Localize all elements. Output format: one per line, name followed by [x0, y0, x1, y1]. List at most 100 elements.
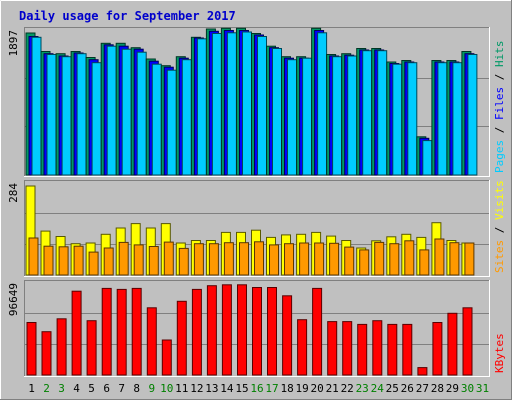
bar-sites-day-27 — [419, 249, 430, 276]
panel-pages_files_hits: 1897 Pages / Files / Hits — [7, 27, 506, 177]
bar-kbytes-day-10 — [161, 339, 172, 376]
day-label-14: 14 — [220, 382, 234, 395]
legend-entry-pages: Pages — [493, 140, 506, 173]
bar-pages-day-10 — [166, 69, 177, 176]
bar-pages-day-17 — [272, 48, 282, 176]
legend-separator: / — [493, 120, 506, 140]
legend-separator: / — [493, 220, 506, 240]
bar-kbytes-day-21 — [327, 321, 338, 376]
bar-sites-day-23 — [359, 249, 370, 276]
day-label-1: 1 — [28, 382, 35, 395]
bar-pages-day-21 — [332, 56, 343, 176]
bar-kbytes-day-12 — [191, 288, 202, 376]
bar-pages-day-7 — [121, 48, 132, 176]
bar-sites-day-20 — [314, 242, 325, 276]
max-label-kbytes: 96649 — [7, 283, 20, 316]
bar-kbytes-day-3 — [56, 318, 67, 376]
legend-entry-kbytes: KBytes — [493, 333, 506, 373]
day-label-11: 11 — [175, 382, 188, 395]
bar-pages-day-3 — [61, 56, 72, 176]
day-label-17: 17 — [265, 382, 278, 395]
bar-pages-day-8 — [136, 51, 147, 176]
bar-pages-day-24 — [377, 50, 388, 176]
bar-sites-day-7 — [118, 241, 129, 276]
bar-sites-day-17 — [269, 244, 279, 276]
day-label-19: 19 — [295, 382, 308, 395]
bar-kbytes-day-30 — [462, 307, 473, 376]
panels-group: 1897 Pages / Files / Hits 284 Sites / Visit… — [7, 27, 506, 377]
bar-pages-day-2 — [46, 54, 57, 176]
day-label-10: 10 — [160, 382, 173, 395]
bar-kbytes-day-27 — [417, 367, 428, 376]
bar-sites-day-5 — [88, 251, 99, 276]
bar-sites-day-3 — [58, 246, 69, 276]
bar-kbytes-day-1 — [26, 322, 37, 376]
chart-title: Daily usage for September 2017 — [19, 9, 236, 23]
bar-kbytes-day-23 — [357, 323, 368, 376]
bar-pages-day-15 — [242, 31, 252, 176]
day-label-3: 3 — [58, 382, 65, 395]
day-label-16: 16 — [250, 382, 263, 395]
bar-sites-day-13 — [208, 243, 219, 276]
legend-entry-sites: Sites — [493, 240, 506, 273]
day-label-22: 22 — [341, 382, 354, 395]
day-label-8: 8 — [133, 382, 140, 395]
panel-kbytes: 96649 KBytes — [7, 280, 506, 377]
bar-sites-day-11 — [178, 247, 189, 276]
bar-kbytes-day-24 — [372, 320, 383, 376]
bar-sites-day-24 — [374, 241, 385, 276]
day-label-28: 28 — [431, 382, 444, 395]
bar-kbytes-day-7 — [116, 288, 127, 376]
day-label-24: 24 — [371, 382, 385, 395]
day-label-25: 25 — [386, 382, 399, 395]
bar-kbytes-day-6 — [101, 287, 112, 376]
day-label-26: 26 — [401, 382, 414, 395]
bar-kbytes-day-8 — [131, 287, 142, 376]
bar-kbytes-day-26 — [402, 323, 413, 376]
bar-sites-day-9 — [148, 246, 159, 276]
day-label-23: 23 — [356, 382, 369, 395]
day-label-29: 29 — [446, 382, 459, 395]
day-label-30: 30 — [461, 382, 474, 395]
day-label-4: 4 — [73, 382, 80, 395]
bar-kbytes-day-4 — [71, 290, 82, 376]
bar-kbytes-day-17 — [267, 287, 277, 376]
day-label-12: 12 — [190, 382, 203, 395]
bar-sites-day-22 — [344, 246, 355, 276]
bar-kbytes-day-28 — [432, 322, 443, 376]
bar-pages-day-5 — [91, 62, 102, 176]
bar-sites-day-8 — [133, 244, 144, 276]
bar-pages-day-14 — [226, 32, 237, 176]
legend-separator: / — [493, 67, 506, 87]
day-label-15: 15 — [235, 382, 248, 395]
bar-sites-day-18 — [284, 243, 294, 276]
day-label-18: 18 — [280, 382, 293, 395]
bar-sites-day-15 — [239, 242, 249, 276]
bar-pages-day-23 — [362, 50, 373, 176]
bar-kbytes-day-5 — [86, 320, 97, 376]
day-label-13: 13 — [205, 382, 218, 395]
bar-pages-day-11 — [181, 59, 192, 176]
bar-pages-day-29 — [452, 62, 463, 176]
bar-kbytes-day-19 — [297, 319, 308, 376]
day-label-5: 5 — [88, 382, 95, 395]
legend-entry-hits: Hits — [493, 41, 506, 68]
bar-pages-day-19 — [302, 57, 313, 176]
legend-pages_files_hits: Pages / Files / Hits — [493, 41, 506, 174]
bar-sites-day-10 — [163, 241, 174, 276]
bar-pages-day-13 — [211, 33, 222, 176]
bar-sites-day-16 — [254, 241, 264, 276]
bar-pages-day-9 — [151, 63, 162, 176]
day-label-27: 27 — [416, 382, 429, 395]
bar-sites-day-29 — [449, 242, 460, 276]
legend-entry-files: Files — [493, 87, 506, 120]
bar-pages-day-22 — [347, 55, 358, 176]
bar-pages-day-25 — [392, 63, 403, 176]
bar-kbytes-day-20 — [312, 287, 323, 376]
panel-visits_sites: 284 Sites / Visits — [7, 180, 506, 277]
day-labels-group: 1 2 3 4 5 6 7 8 9 10 11 12 13 14 15 16 17 18 19 20 21 22 23 24 2… — [28, 382, 489, 395]
bar-sites-day-1 — [28, 237, 39, 276]
legend-kbytes: KBytes — [493, 333, 506, 373]
bar-pages-day-12 — [196, 38, 207, 176]
